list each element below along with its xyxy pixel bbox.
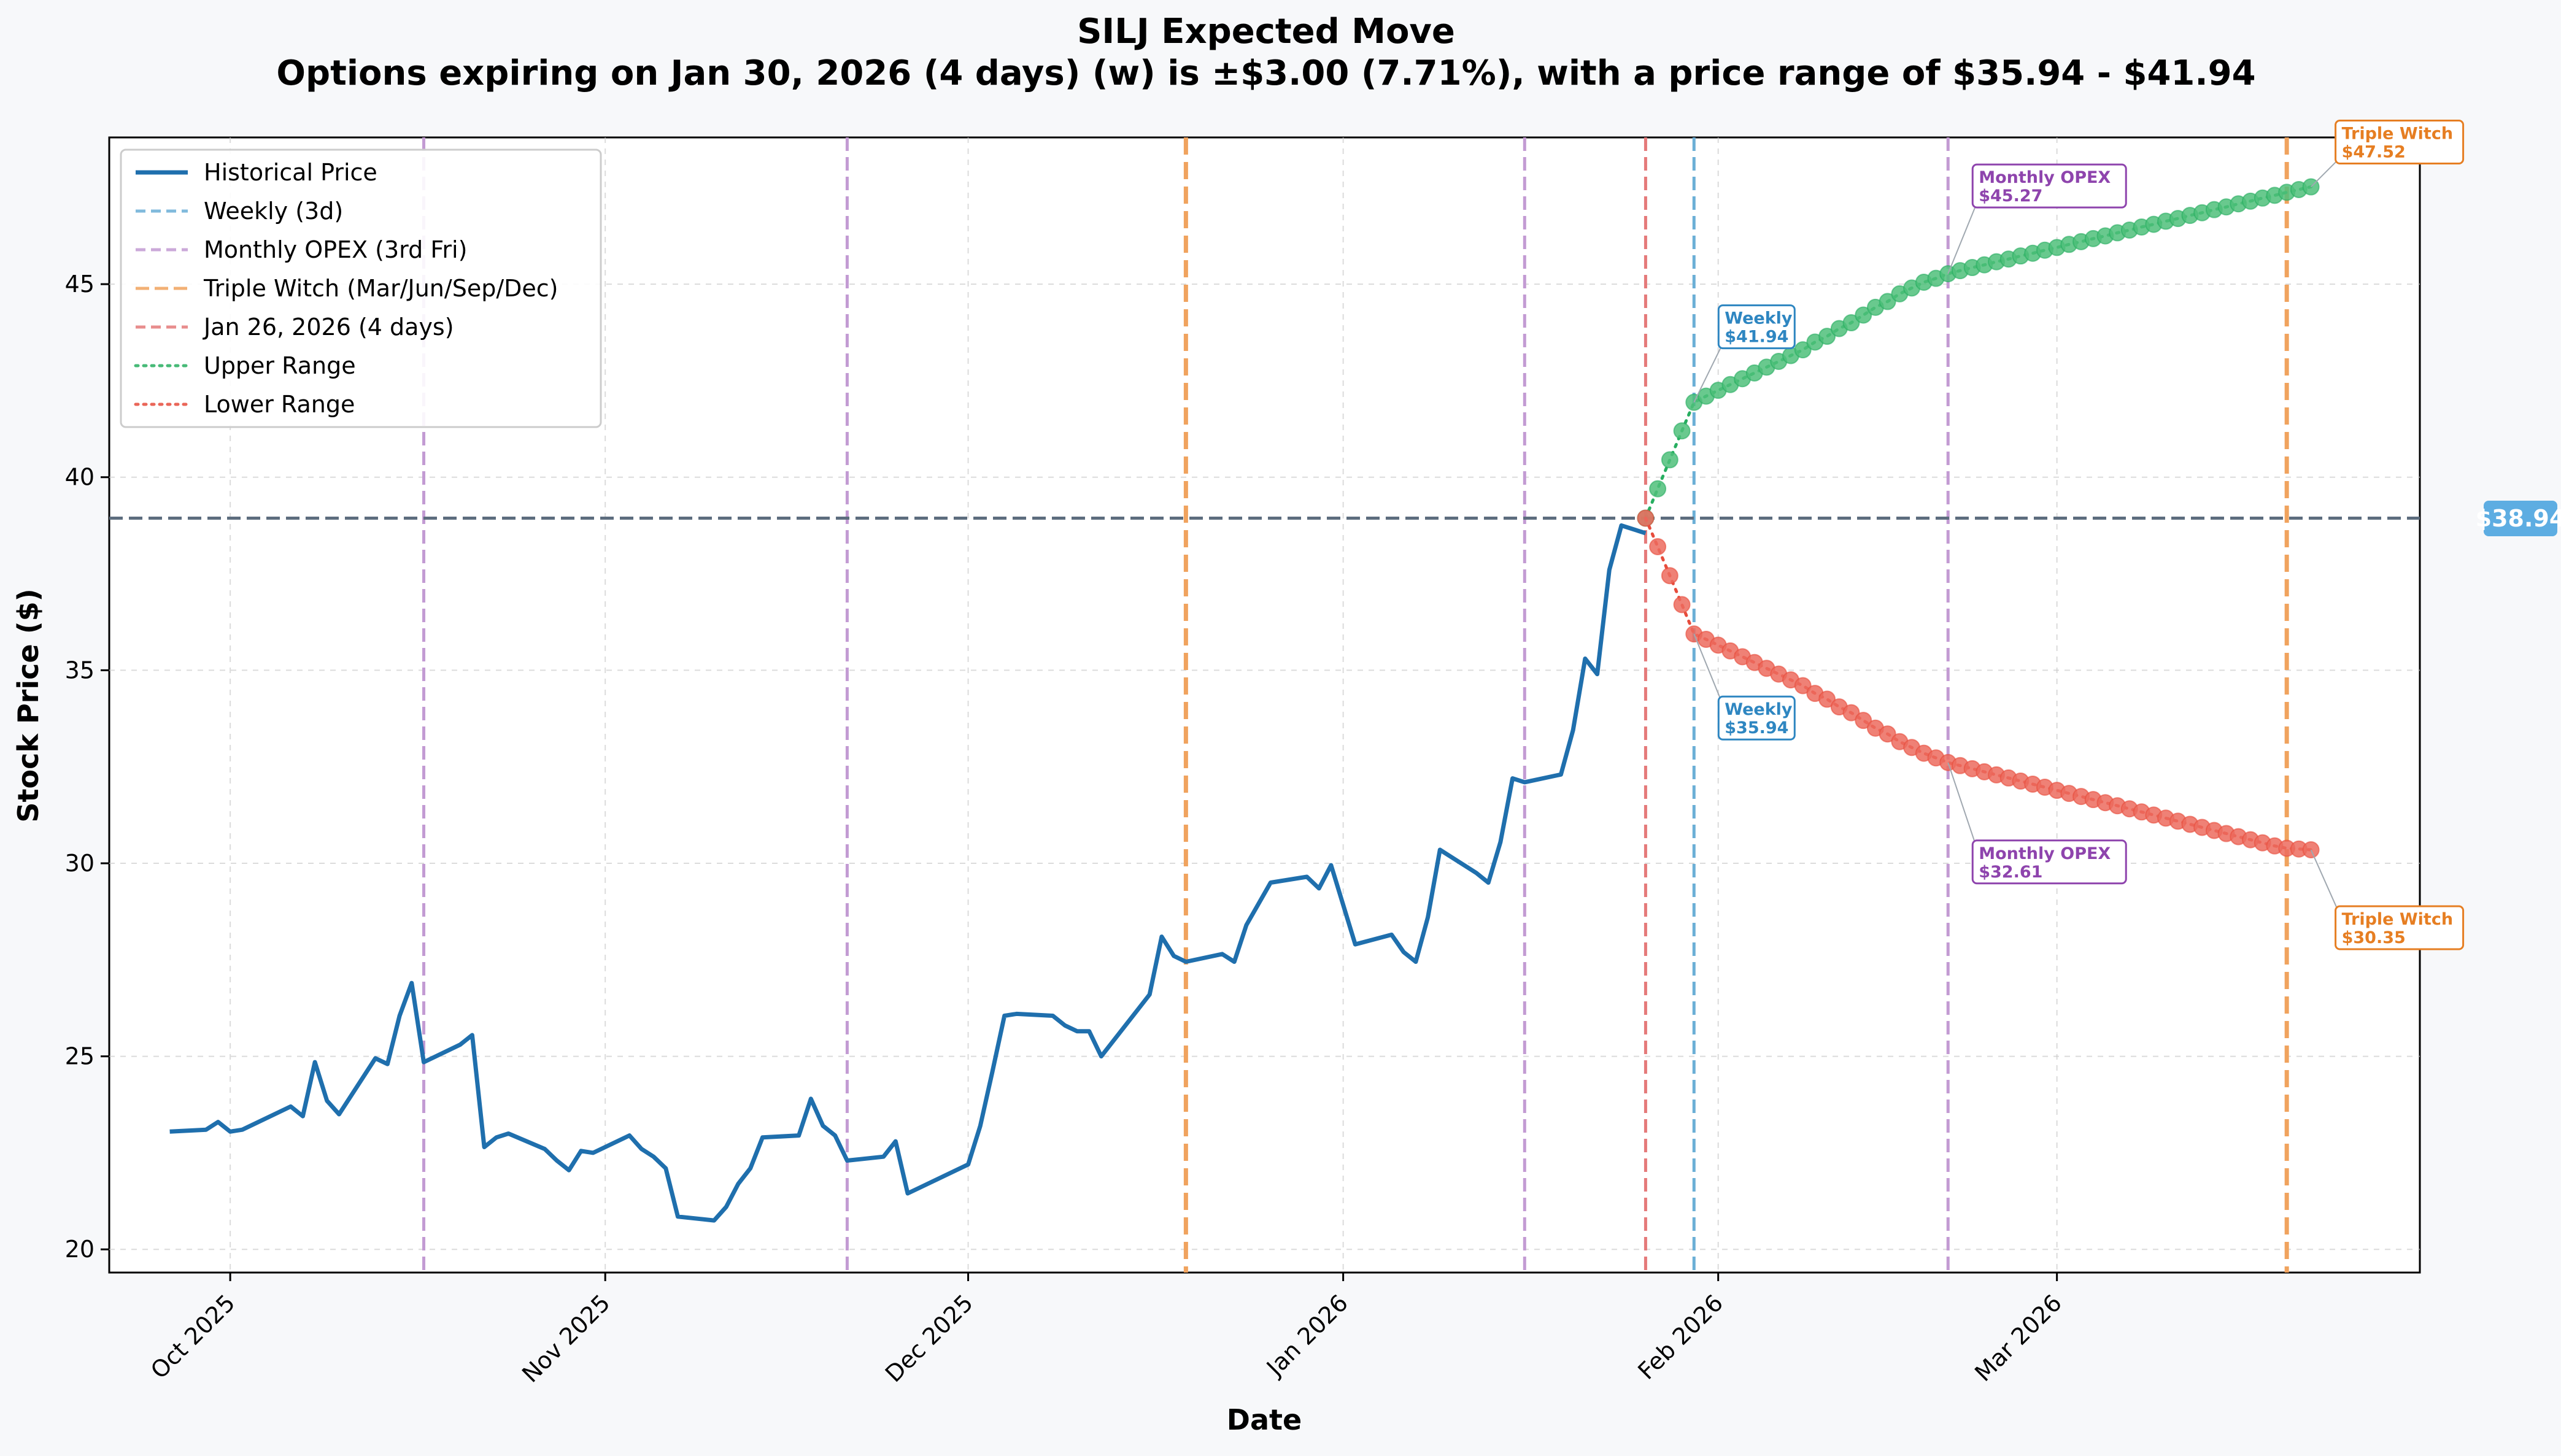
legend-label-upper: Upper Range xyxy=(204,352,356,379)
weekly-annotation-box xyxy=(1717,304,1796,350)
upper-range-point xyxy=(1842,314,1860,332)
weekly-annotation-title: Weekly xyxy=(1725,309,1793,328)
triple-annotation-title: Triple Witch xyxy=(2342,910,2454,929)
upper-range-point xyxy=(1649,480,1667,498)
monthly-annotation-value: $32.61 xyxy=(1979,863,2042,882)
triple-annotation-box xyxy=(2335,120,2465,165)
upper-range-point xyxy=(1661,451,1678,469)
y-axis-label: Stock Price ($) xyxy=(12,588,45,822)
lower-range-point xyxy=(1818,690,1836,708)
weekly-annotation-connector xyxy=(1693,633,1725,707)
lower-range-point xyxy=(1637,509,1655,527)
y-tick-label: 25 xyxy=(65,1043,95,1070)
monthly-annotation-connector xyxy=(1947,201,1979,274)
triple-annotation-value: $30.35 xyxy=(2342,928,2406,947)
triple-annotation-title: Triple Witch xyxy=(2342,125,2454,144)
weekly-annotation-box xyxy=(1717,695,1796,741)
triple-annotation-box xyxy=(2335,905,2465,950)
y-tick-label: 20 xyxy=(65,1236,95,1263)
range-series xyxy=(1637,178,2320,858)
y-tick-label: 45 xyxy=(65,271,95,298)
legend-label-monthly: Monthly OPEX (3rd Fri) xyxy=(204,236,467,263)
monthly-annotation-connector xyxy=(1947,762,1979,851)
chart-subtitle: Options expiring on Jan 30, 2026 (4 days… xyxy=(276,53,2255,93)
lower-range-point xyxy=(1673,596,1691,614)
lower-range-point xyxy=(1794,677,1812,695)
legend-box xyxy=(120,148,602,428)
y-tick-label: 40 xyxy=(65,464,95,491)
triple-annotation-connector xyxy=(2310,849,2341,917)
lower-range-point xyxy=(1855,712,1872,730)
upper-range-point xyxy=(1673,422,1691,440)
monthly-annotation-title: Monthly OPEX xyxy=(1979,168,2111,187)
upper-range-point xyxy=(1818,328,1836,345)
price-badge-label: $38.94 xyxy=(2476,505,2561,532)
x-axis-label: Date xyxy=(1227,1403,1302,1436)
legend-label-current: Jan 26, 2026 (4 days) xyxy=(203,314,454,341)
monthly-annotation-box xyxy=(1971,163,2127,209)
lower-range-point xyxy=(1649,538,1667,556)
lower-range-point xyxy=(1661,567,1678,585)
weekly-annotation-value: $35.94 xyxy=(1725,718,1788,738)
price-badge-box xyxy=(2484,501,2557,536)
monthly-annotation-box xyxy=(1971,839,2127,885)
triple-annotation-value: $47.52 xyxy=(2342,143,2406,162)
weekly-annotation-title: Weekly xyxy=(1725,700,1793,719)
legend-label-lower: Lower Range xyxy=(204,391,355,418)
weekly-annotation-connector xyxy=(1693,342,1725,403)
legend-label-historical: Historical Price xyxy=(204,159,377,186)
current-price-badge: $38.94 xyxy=(2476,501,2561,536)
upper-range-point xyxy=(1794,341,1812,359)
triple-annotation-connector xyxy=(2310,156,2341,188)
lower-range-point xyxy=(1879,725,1896,743)
monthly-annotation-value: $45.27 xyxy=(1979,187,2042,206)
upper-range-point xyxy=(1855,306,1872,324)
weekly-annotation-value: $41.94 xyxy=(1725,328,1788,347)
legend: Historical Price Weekly (3d) Monthly OPEX … xyxy=(120,148,602,428)
chart-title: SILJ Expected Move xyxy=(1077,12,1455,52)
y-tick-label: 30 xyxy=(65,850,95,877)
y-tick-label: 35 xyxy=(65,657,95,684)
upper-range-point xyxy=(1879,293,1896,310)
lower-range-point xyxy=(1842,704,1860,722)
legend-label-weekly: Weekly (3d) xyxy=(204,198,343,225)
legend-label-triple: Triple Witch (Mar/Jun/Sep/Dec) xyxy=(203,275,558,302)
historical-price-line xyxy=(169,523,1647,1223)
monthly-annotation-title: Monthly OPEX xyxy=(1979,844,2111,863)
